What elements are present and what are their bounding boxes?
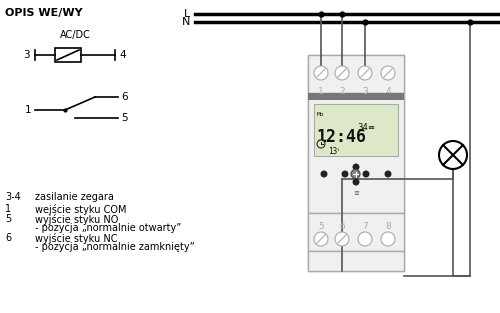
Text: N: N [182,17,190,27]
Text: 5: 5 [121,113,128,123]
Text: zasilanie zegara: zasilanie zegara [35,192,114,202]
Text: wyjście styku NC: wyjście styku NC [35,233,117,244]
Text: 6: 6 [5,233,11,243]
Circle shape [314,66,328,80]
FancyBboxPatch shape [314,104,398,156]
Text: Mo: Mo [317,112,324,117]
Text: 6: 6 [339,222,345,231]
Circle shape [381,232,395,246]
Text: 4: 4 [119,50,126,60]
Circle shape [351,170,360,178]
Text: 3-4: 3-4 [5,192,21,202]
Text: 1: 1 [24,105,31,115]
Text: 34: 34 [357,123,368,132]
FancyBboxPatch shape [308,213,404,251]
Text: ₁: ₁ [337,147,339,152]
Circle shape [335,232,349,246]
Text: 7: 7 [362,222,368,231]
Circle shape [335,66,349,80]
Text: 5: 5 [318,222,324,231]
Circle shape [439,141,467,169]
Text: OPIS WE/WY: OPIS WE/WY [5,8,82,18]
Circle shape [358,66,372,80]
Text: 5: 5 [5,214,11,224]
Text: 6: 6 [121,92,128,102]
Text: 13: 13 [328,147,337,156]
Text: 1: 1 [318,87,324,96]
Circle shape [352,178,360,186]
FancyBboxPatch shape [308,93,404,213]
Text: 4: 4 [385,87,391,96]
Circle shape [352,163,360,171]
Circle shape [358,232,372,246]
Text: 3: 3 [362,87,368,96]
Text: wyjście styku NO: wyjście styku NO [35,214,118,225]
Text: 1: 1 [5,204,11,214]
Text: wejście styku COM: wejście styku COM [35,204,126,215]
Text: 12:46: 12:46 [316,128,366,146]
Circle shape [342,171,348,177]
FancyBboxPatch shape [55,48,81,62]
FancyBboxPatch shape [308,251,404,271]
Circle shape [381,66,395,80]
FancyBboxPatch shape [308,55,404,271]
Text: - pozycja „normalnie zamknięty”: - pozycja „normalnie zamknięty” [35,242,195,252]
Circle shape [362,171,370,177]
Text: AC/DC: AC/DC [60,30,90,40]
Text: 3: 3 [24,50,30,60]
Text: ≡: ≡ [367,123,374,132]
FancyBboxPatch shape [308,93,404,100]
Text: L: L [184,9,190,19]
Text: 8: 8 [385,222,391,231]
Circle shape [384,171,392,177]
Text: - pozycja „normalnie otwarty”: - pozycja „normalnie otwarty” [35,223,182,233]
Circle shape [317,140,325,148]
Text: 2: 2 [339,87,345,96]
Circle shape [320,171,328,177]
FancyBboxPatch shape [308,55,404,93]
Text: ≡: ≡ [353,190,359,196]
Circle shape [314,232,328,246]
